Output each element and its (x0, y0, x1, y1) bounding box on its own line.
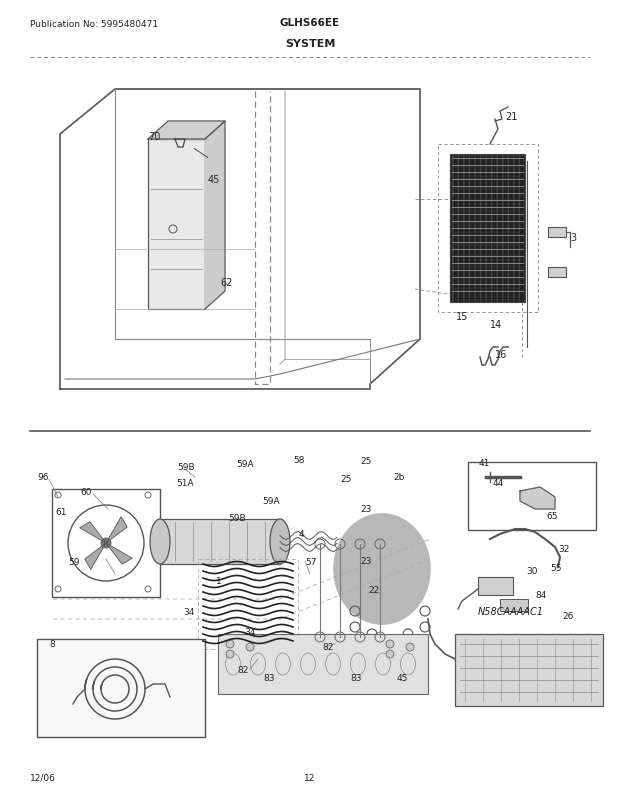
Polygon shape (106, 517, 127, 543)
Text: Publication No: 5995480471: Publication No: 5995480471 (30, 20, 158, 29)
Text: 45: 45 (397, 673, 409, 683)
Text: 83: 83 (263, 673, 275, 683)
Bar (548, 228, 566, 237)
Text: 22: 22 (368, 585, 379, 594)
Text: 21: 21 (505, 111, 517, 122)
Bar (52, 489, 160, 597)
Text: 23: 23 (360, 504, 371, 513)
Text: 44: 44 (493, 479, 504, 488)
Polygon shape (85, 543, 106, 569)
Text: 65: 65 (546, 512, 557, 520)
Text: 96: 96 (37, 472, 48, 481)
Text: 51A: 51A (176, 479, 193, 488)
Circle shape (386, 650, 394, 658)
Text: SYSTEM: SYSTEM (285, 38, 335, 48)
Text: 15: 15 (456, 312, 468, 322)
Text: 60: 60 (80, 488, 92, 496)
Text: 70: 70 (148, 132, 161, 142)
Text: 84: 84 (535, 590, 546, 599)
Text: 26: 26 (562, 611, 574, 620)
Text: 34: 34 (244, 627, 255, 636)
Text: 32: 32 (558, 545, 569, 553)
Text: 12/06: 12/06 (30, 773, 56, 782)
Text: 25: 25 (340, 475, 352, 484)
Text: GLHS66EE: GLHS66EE (280, 18, 340, 27)
Circle shape (226, 650, 234, 658)
Bar (198, 559, 298, 649)
Bar (148, 140, 205, 310)
Polygon shape (80, 522, 106, 543)
Text: 1: 1 (216, 577, 222, 585)
Text: 16: 16 (495, 350, 507, 359)
Circle shape (246, 643, 254, 651)
Ellipse shape (334, 514, 430, 624)
Text: 55: 55 (550, 563, 562, 573)
Text: 59B: 59B (228, 513, 246, 522)
Polygon shape (520, 488, 555, 509)
Bar (438, 145, 538, 313)
Text: 3: 3 (570, 233, 576, 243)
Text: 82: 82 (237, 665, 249, 674)
Text: 59A: 59A (236, 460, 254, 468)
Ellipse shape (270, 520, 290, 565)
Text: 61: 61 (55, 508, 66, 516)
Text: 4: 4 (299, 529, 304, 538)
Text: 82: 82 (322, 642, 334, 651)
Text: 83: 83 (350, 673, 361, 683)
Text: 14: 14 (490, 320, 502, 330)
Polygon shape (148, 122, 225, 140)
Bar (450, 155, 525, 302)
Text: 59: 59 (68, 557, 79, 566)
Bar (455, 634, 603, 706)
Bar (218, 634, 428, 695)
Polygon shape (106, 543, 132, 565)
Bar (500, 599, 528, 611)
Text: 25: 25 (360, 456, 371, 465)
Text: 12: 12 (304, 773, 316, 782)
Polygon shape (205, 122, 225, 310)
Text: 34: 34 (183, 607, 195, 616)
Bar (468, 463, 596, 530)
Circle shape (101, 538, 111, 549)
Text: 59A: 59A (262, 496, 280, 505)
Text: 8: 8 (49, 639, 55, 648)
Bar (450, 155, 525, 302)
Text: 2b: 2b (393, 472, 404, 481)
Circle shape (226, 640, 234, 648)
Text: 45: 45 (208, 175, 220, 184)
Bar (478, 577, 513, 595)
Text: 58: 58 (293, 456, 304, 464)
Text: N58CAAAAC1: N58CAAAAC1 (477, 606, 543, 616)
Text: 41: 41 (479, 459, 490, 468)
Text: 23: 23 (360, 557, 371, 565)
Text: 62: 62 (220, 277, 232, 288)
Circle shape (406, 643, 414, 651)
Text: 59B: 59B (177, 463, 195, 472)
Text: 57: 57 (305, 557, 316, 566)
Bar (37, 639, 205, 737)
Bar (548, 268, 566, 277)
Bar (160, 520, 280, 565)
Ellipse shape (150, 520, 170, 565)
Text: 30: 30 (526, 566, 538, 575)
Circle shape (386, 640, 394, 648)
